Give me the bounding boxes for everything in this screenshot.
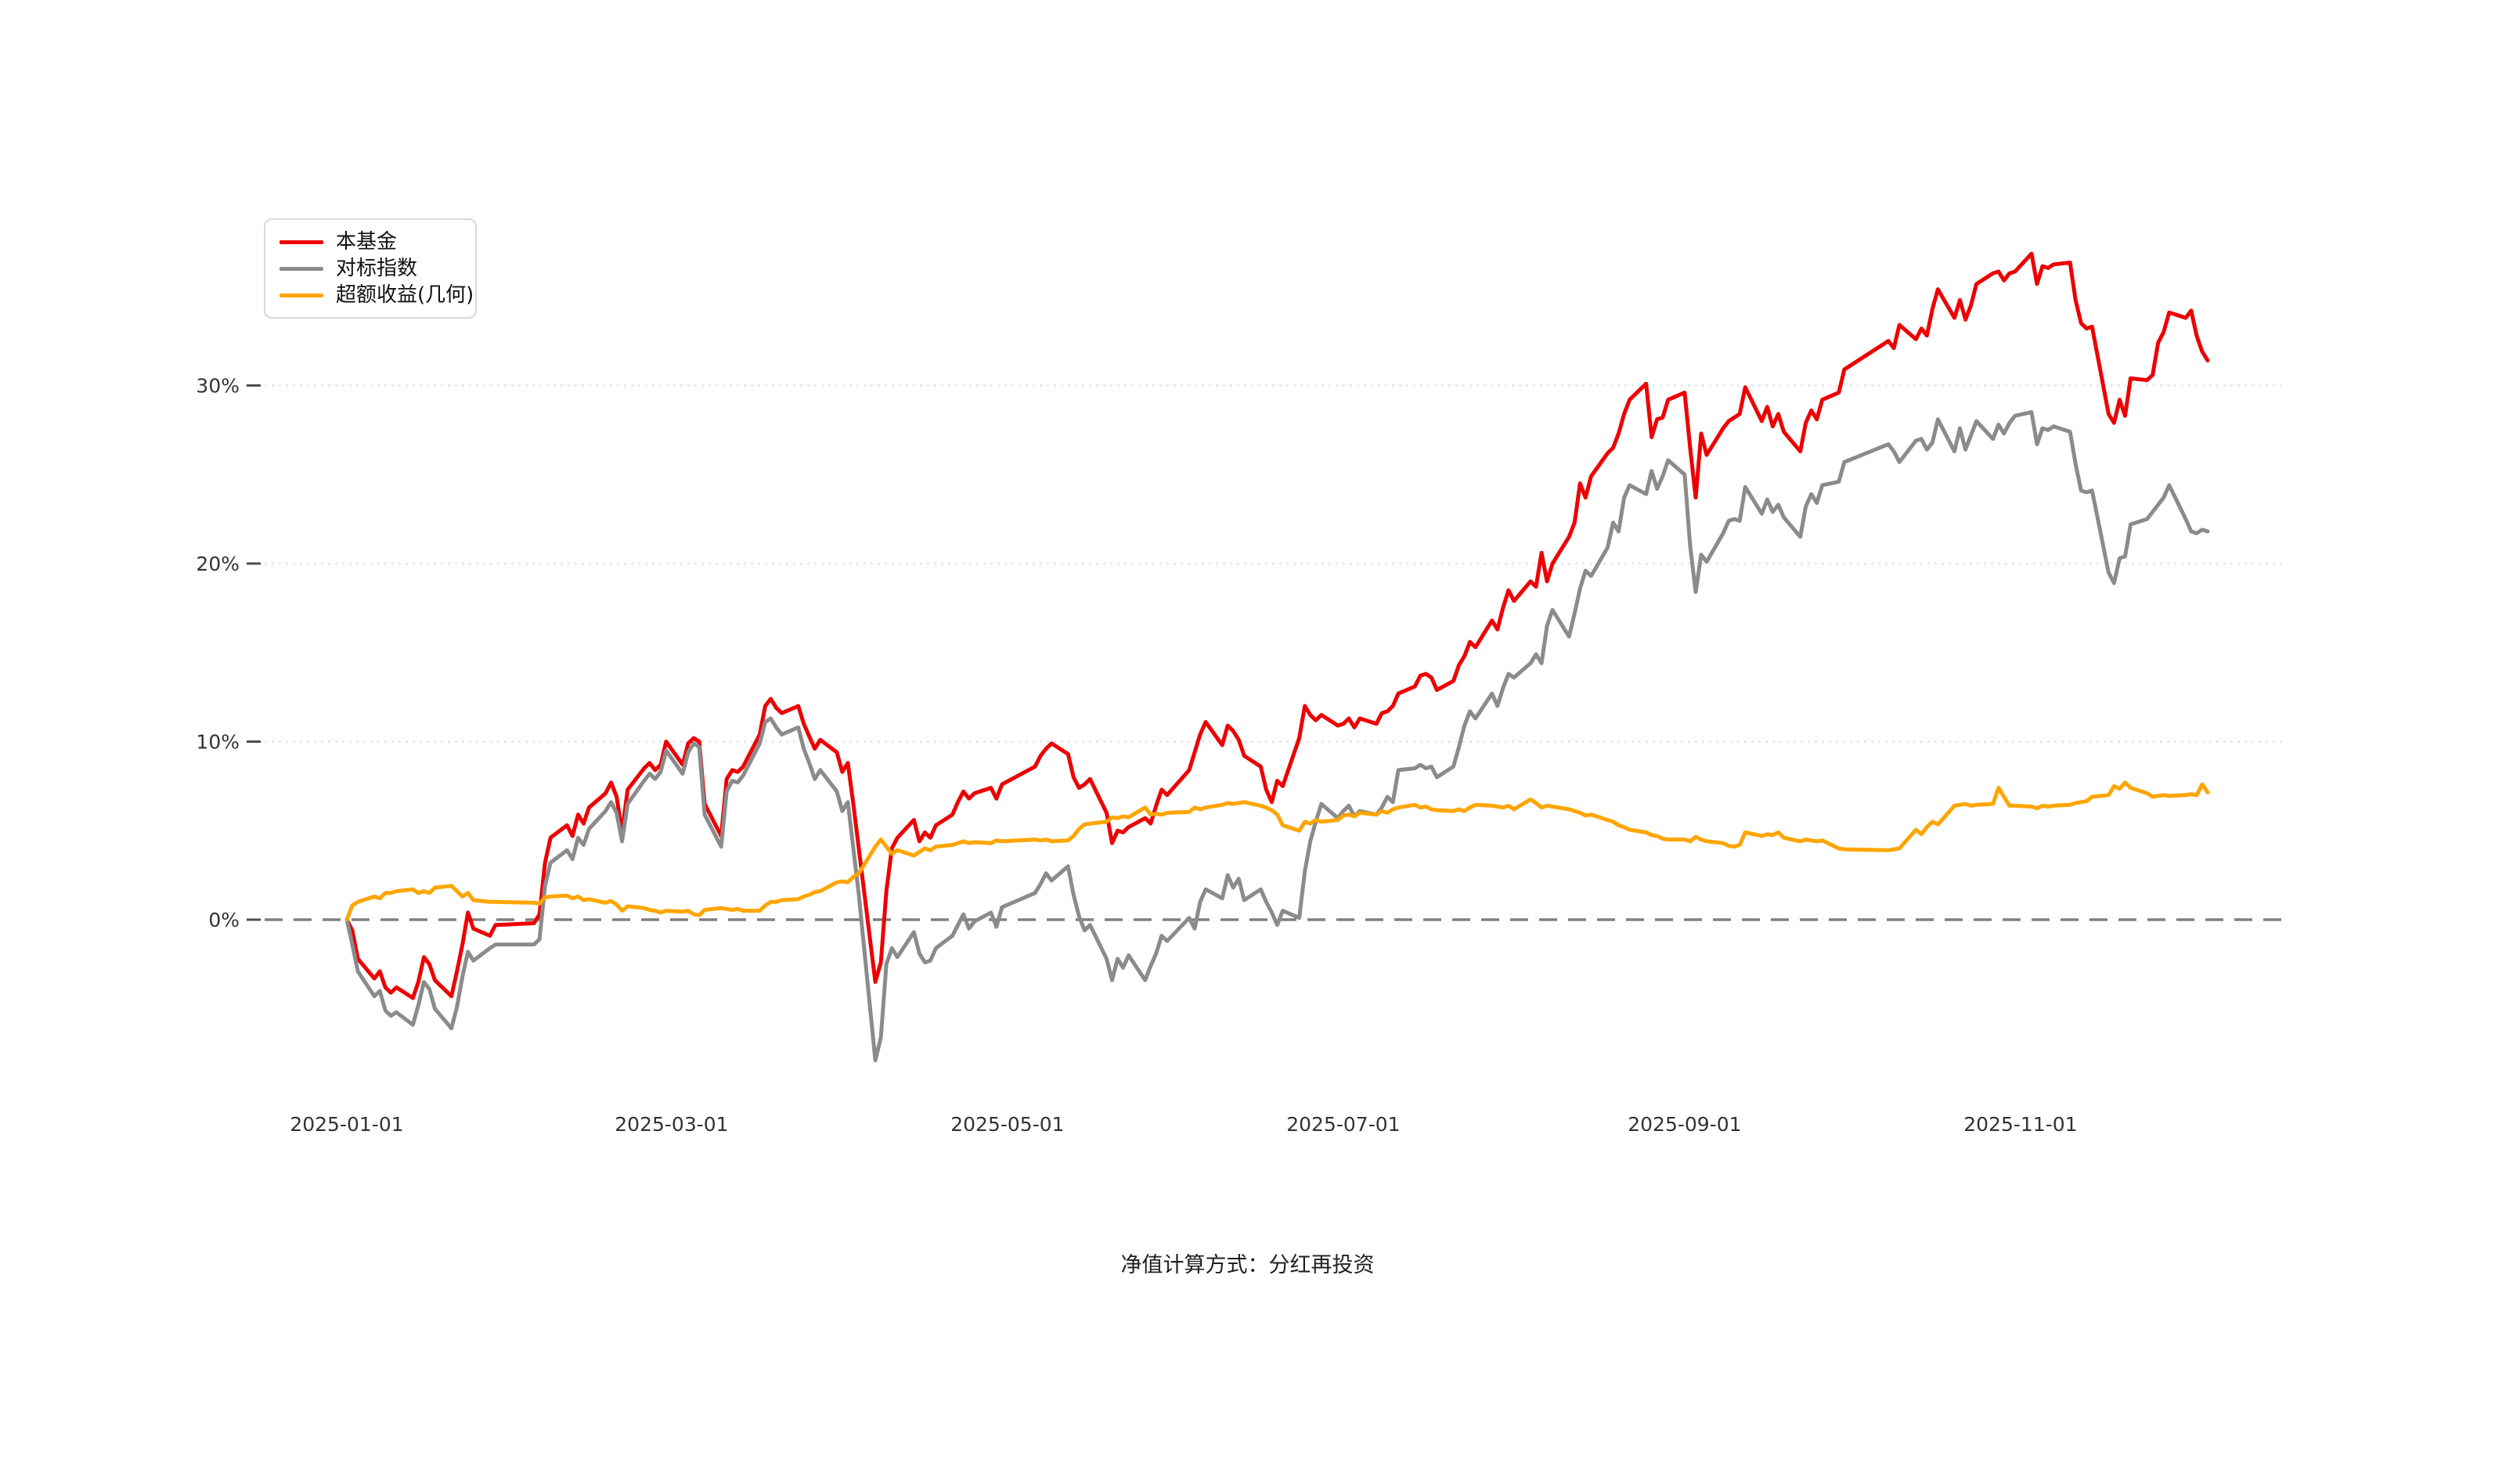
legend-item-excess-return: 超额收益(几何) bbox=[279, 284, 474, 306]
y-tick-label-0: 0% bbox=[208, 909, 240, 931]
y-tick-label-10: 10% bbox=[196, 731, 240, 754]
y-tick-label-20: 20% bbox=[196, 553, 240, 575]
legend-item-benchmark: 对标指数 bbox=[279, 258, 460, 279]
x-tick-label-2025-03-01: 2025-03-01 bbox=[615, 1113, 728, 1136]
x-tick-label-2025-09-01: 2025-09-01 bbox=[1628, 1113, 1741, 1136]
series-line-2-超额收益(几何) bbox=[344, 780, 2210, 922]
legend-label-benchmark: 对标指数 bbox=[336, 257, 418, 280]
x-tick-label-2025-01-01: 2025-01-01 bbox=[290, 1113, 403, 1136]
x-tick-label-2025-05-01: 2025-05-01 bbox=[950, 1113, 1064, 1136]
x-tick-label-2025-11-01: 2025-11-01 bbox=[1963, 1113, 2077, 1136]
series-line-0-本基金 bbox=[344, 251, 2210, 1000]
fund-line-swatch bbox=[279, 240, 323, 244]
excess-return-line-swatch bbox=[279, 293, 323, 297]
legend-label-excess-return: 超额收益(几何) bbox=[336, 283, 474, 307]
legend-label-fund: 本基金 bbox=[336, 230, 398, 254]
y-tick-label-30: 30% bbox=[196, 375, 240, 398]
legend-item-fund: 本基金 bbox=[279, 231, 460, 253]
series-line-1-对标指数 bbox=[344, 410, 2210, 1063]
nav-calculation-caption: 净值计算方式：分红再投资 bbox=[1120, 1253, 1375, 1277]
x-tick-label-2025-07-01: 2025-07-01 bbox=[1286, 1113, 1400, 1136]
legend: 本基金 对标指数 超额收益(几何) bbox=[264, 218, 477, 319]
benchmark-line-swatch bbox=[279, 266, 323, 271]
